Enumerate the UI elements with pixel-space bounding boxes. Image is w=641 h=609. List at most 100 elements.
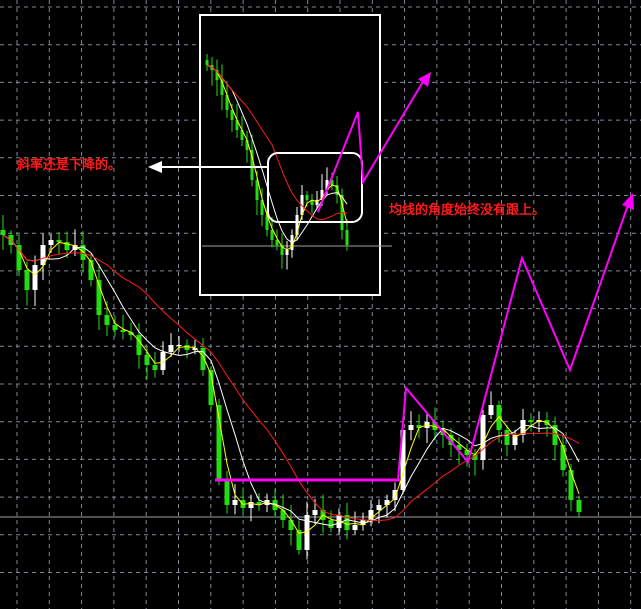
candle-bullish [168,345,174,352]
candle-bearish [225,95,229,110]
candle-bearish [128,332,134,335]
candle-bullish [295,215,299,235]
candle-bearish [136,335,142,355]
candle-bearish [288,520,294,530]
candle-bearish [56,240,62,242]
candle-bearish [504,430,510,445]
candle-bullish [315,200,319,205]
candle-bullish [512,435,518,445]
candle-bullish [312,510,318,515]
candle-bearish [328,520,334,528]
candle-bearish [88,260,94,280]
candle-bullish [304,515,310,550]
candle-bearish [235,120,239,130]
moving-average-ma-mid [2,234,580,527]
candle-bullish [392,490,398,500]
candle-bearish [280,510,286,520]
candle-bullish [520,420,526,435]
candle-bearish [552,425,558,445]
candle-bearish [448,435,454,445]
candle-bullish [325,180,329,190]
candle-bearish [245,140,249,150]
inset-box [199,14,381,296]
candle-bullish [248,502,254,508]
candle-bearish [275,240,279,245]
candle-bullish [285,250,289,255]
candle-bullish [368,510,374,520]
candle-bearish [265,215,269,230]
candle-bullish [320,190,324,200]
candle-bearish [256,502,262,505]
candle-bullish [192,348,198,350]
candle-bearish [144,355,150,365]
candle-bearish [24,270,30,290]
candle-bearish [432,422,438,430]
candle-bullish [160,352,166,370]
arrow-head-icon [148,161,162,173]
candle-bearish [280,245,284,255]
ma-annotation: 均线的角度始终没有跟上。 [389,203,546,218]
slope-annotation: 斜率还是下降的。 [17,158,122,173]
candle-bearish [310,200,314,205]
candle-bearish [200,348,206,370]
candle-bullish [32,265,38,290]
candle-bearish [205,60,209,65]
moving-average-ma-slow [206,64,347,221]
candle-bearish [112,325,118,330]
candle-bearish [220,80,224,95]
candle-bearish [208,370,214,405]
candle-bearish [330,180,334,185]
candle-bearish [255,180,259,200]
candle-bearish [305,195,309,200]
candle-bullish [408,425,414,430]
projection-path [397,204,629,481]
candle-bearish [260,200,264,215]
candle-bearish [215,70,219,80]
candle-bearish [560,445,566,470]
candle-bearish [496,405,502,430]
candle-bearish [64,242,70,250]
candle-bearish [80,245,86,260]
candle-bullish [480,415,486,460]
candle-bearish [464,450,470,455]
candle-bearish [216,405,222,480]
candle-bullish [176,345,182,346]
candle-bearish [416,425,422,428]
candle-bearish [96,280,102,315]
candle-bearish [104,315,110,325]
candle-bearish [576,500,582,512]
candle-bearish [16,245,22,270]
inset-projection-path [317,79,425,213]
candle-bearish [184,345,190,350]
candle-bullish [376,505,382,510]
projection-arrow-icon [622,193,634,210]
candle-bearish [120,330,126,332]
candle-bullish [232,500,238,505]
candle-bearish [240,130,244,140]
candle-bullish [48,240,54,245]
candle-bullish [488,405,494,415]
candle-bearish [472,455,478,460]
candle-bearish [270,230,274,240]
candle-bearish [250,150,254,180]
candle-bearish [345,230,349,245]
moving-average-ma-slow [2,234,580,522]
candle-bearish [456,445,462,450]
candle-bearish [230,110,234,120]
candle-bullish [40,245,46,265]
candle-bearish [296,530,302,550]
candle-bearish [344,515,350,530]
candle-bearish [335,185,339,195]
candle-bullish [384,500,390,505]
inset-arrow-icon [418,72,431,87]
candle-bearish [568,470,574,500]
candle-bearish [528,420,534,422]
highlight-box [267,152,363,223]
candle-bullish [400,430,406,490]
candle-bearish [0,230,6,235]
candle-bearish [224,480,230,505]
candle-bullish [352,525,358,530]
candle-bearish [152,365,158,370]
